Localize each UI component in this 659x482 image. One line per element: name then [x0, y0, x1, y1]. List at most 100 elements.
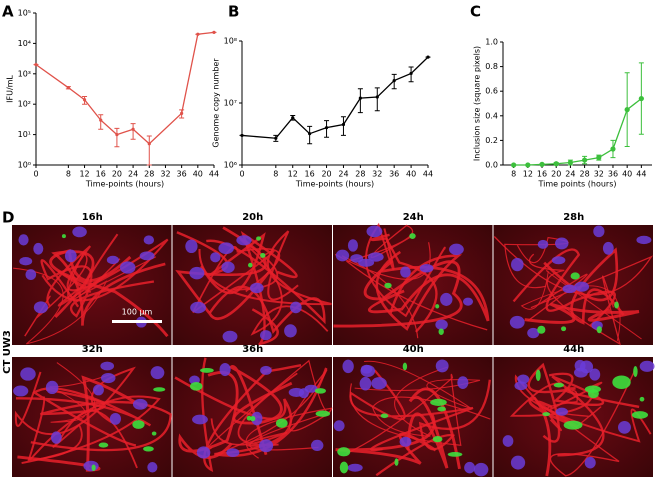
fiber — [176, 231, 266, 295]
data-point — [409, 71, 413, 76]
inclusion — [260, 252, 266, 258]
fiber — [528, 396, 579, 477]
nucleus — [639, 360, 655, 372]
x-axis-label: Time-points (hours) — [85, 180, 164, 189]
x-tick-label: 0 — [239, 170, 244, 179]
nucleus — [249, 282, 264, 294]
nucleus — [260, 365, 272, 375]
data-point — [82, 98, 87, 102]
y-tick-label: 10⁶ — [224, 161, 237, 170]
nucleus — [574, 281, 590, 292]
x-tick-label: 12 — [523, 170, 533, 179]
nucleus — [33, 301, 49, 314]
scale-bar-label: 100 µm — [122, 308, 153, 317]
image-title: 40h — [403, 344, 424, 355]
inclusion — [337, 447, 351, 457]
data-line — [513, 98, 642, 166]
inclusion — [394, 458, 399, 466]
inclusion — [612, 375, 631, 389]
inclusion — [409, 233, 416, 240]
nucleus — [514, 381, 528, 391]
x-tick-label: 16 — [305, 170, 315, 179]
data-point — [525, 162, 531, 168]
x-tick-label: 44 — [636, 170, 646, 179]
inclusion — [189, 382, 203, 391]
y-tick-label: 10⁷ — [224, 99, 237, 108]
data-point — [426, 55, 430, 59]
error-bar — [357, 88, 363, 114]
nucleus — [93, 384, 104, 396]
data-point — [341, 122, 346, 127]
nucleus — [51, 431, 62, 444]
x-tick-label: 20 — [321, 170, 331, 179]
x-tick-label: 28 — [144, 170, 154, 179]
inclusion — [384, 282, 392, 289]
data-point — [34, 63, 38, 67]
data-point — [638, 95, 644, 102]
y-tick-label: 10¹ — [18, 130, 31, 139]
fiber — [493, 236, 654, 322]
x-tick-label: 24 — [338, 170, 348, 179]
inclusion — [631, 411, 649, 419]
data-point — [212, 30, 216, 35]
scale-bar — [112, 320, 162, 323]
nucleus — [350, 254, 364, 263]
y-tick-label: 0.0 — [485, 161, 498, 170]
nucleus — [333, 420, 345, 432]
inclusion — [639, 396, 645, 402]
inclusion — [151, 431, 157, 436]
inclusion — [432, 436, 443, 443]
fiber — [370, 233, 438, 333]
data-point — [610, 146, 616, 152]
image-title: 16h — [82, 212, 103, 223]
nucleus — [462, 297, 474, 306]
nucleus — [192, 414, 208, 425]
error-bar — [130, 123, 136, 140]
fiber — [204, 359, 333, 459]
nucleus — [366, 225, 383, 238]
nucleus — [251, 411, 263, 426]
y-tick-label: 10³ — [18, 69, 31, 78]
data-point — [567, 159, 574, 166]
nucleus — [143, 235, 155, 245]
nucleus — [360, 365, 376, 378]
inclusion — [563, 420, 583, 430]
x-tick-label: 8 — [511, 170, 516, 179]
fiber — [346, 373, 462, 454]
nucleus — [510, 455, 526, 470]
nucleus — [260, 330, 272, 341]
fiber — [13, 256, 157, 345]
error-bar — [114, 127, 120, 148]
panel-label: C — [470, 3, 481, 21]
y-tick-label: 10⁰ — [18, 161, 31, 170]
nucleus — [555, 407, 569, 416]
fiber — [349, 369, 474, 452]
nucleus — [219, 362, 231, 377]
inclusion — [315, 410, 331, 417]
error-bar — [374, 87, 380, 112]
y-tick-label: 0.2 — [485, 136, 498, 145]
inclusion — [596, 326, 602, 334]
nucleus — [185, 239, 198, 254]
x-tick-label: 40 — [622, 170, 632, 179]
x-tick-label: 20 — [551, 170, 561, 179]
inclusion — [200, 367, 214, 373]
y-axis-label: Inclusion size (square pixels) — [473, 46, 482, 161]
nucleus — [358, 258, 375, 267]
nucleus — [335, 249, 350, 262]
x-tick-label: 32 — [372, 170, 382, 179]
nucleus — [367, 252, 384, 262]
x-tick-label: 16 — [537, 170, 547, 179]
x-tick-label: 44 — [209, 170, 219, 179]
nucleus — [222, 330, 238, 343]
nucleus — [347, 463, 363, 472]
fiber — [371, 366, 491, 437]
x-tick-label: 24 — [565, 170, 575, 179]
data-point — [375, 95, 379, 99]
nucleus — [221, 261, 235, 273]
nucleus — [109, 412, 121, 425]
x-tick-label: 16 — [96, 170, 106, 179]
nucleus — [83, 460, 99, 472]
nucleus — [419, 263, 434, 273]
nucleus — [284, 324, 297, 338]
